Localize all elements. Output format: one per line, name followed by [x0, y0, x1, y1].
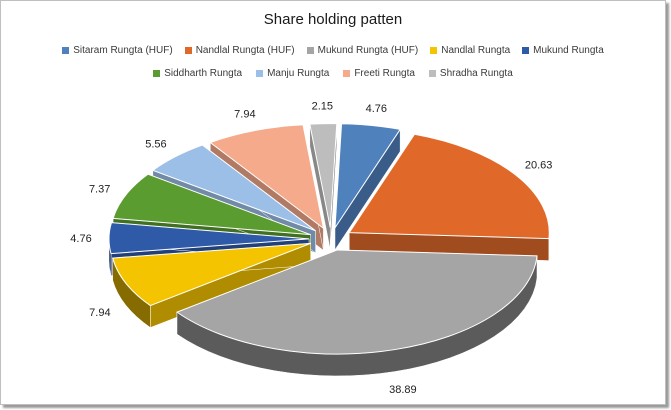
legend-label: Freeti Rungta: [354, 68, 415, 79]
legend-label: Sitaram Rungta (HUF): [73, 45, 173, 56]
legend-label: Shradha Rungta: [439, 68, 513, 79]
slice-top: [334, 123, 401, 230]
pie-slice: [334, 123, 401, 251]
legend-swatch: [430, 47, 438, 54]
data-label: 7.94: [89, 307, 110, 319]
slice-top: [112, 173, 311, 236]
data-label: 7.94: [234, 109, 255, 121]
slice-top: [175, 249, 538, 355]
slice-top: [108, 222, 310, 255]
legend-row-2: Siddharth Rungta Manju Rungta Freeti Run…: [1, 68, 665, 79]
legend-label: Nandlal Rungta: [441, 45, 511, 56]
legend-swatch: [343, 70, 351, 77]
slice-top: [309, 123, 338, 228]
legend-swatch: [428, 70, 436, 77]
chart-title: Share holding patten: [263, 11, 403, 28]
data-label: 38.89: [389, 384, 417, 396]
legend-label: Mukund Rungta (HUF): [317, 45, 419, 56]
legend-entry: Shradha Rungta: [428, 68, 513, 79]
data-label: 5.56: [145, 139, 166, 151]
data-label: 7.37: [89, 183, 110, 195]
legend-entry: Nandlal Rungta: [430, 45, 510, 56]
slice-top: [209, 124, 325, 230]
legend-label: Mukund Rungta: [533, 45, 604, 56]
legend-swatch: [522, 47, 530, 54]
pie-slice: [309, 123, 338, 250]
legend-swatch: [256, 70, 264, 77]
data-label: 20.63: [525, 160, 553, 172]
legend-label: Manju Rungta: [267, 68, 330, 79]
data-label: 4.76: [70, 233, 91, 245]
legend-swatch: [306, 47, 314, 54]
legend-entry: Nandlal Rungta (HUF): [184, 45, 295, 56]
pie-slice: [112, 242, 311, 329]
legend-entry: Mukund Rungta: [522, 45, 604, 56]
legend-swatch: [153, 70, 161, 77]
legend-entry: Siddharth Rungta: [153, 68, 242, 79]
legend-entry: Freeti Rungta: [343, 68, 415, 79]
legend-entry: Sitaram Rungta (HUF): [62, 45, 173, 56]
pie-slice: [175, 249, 538, 377]
legend-row-1: Sitaram Rungta (HUF) Nandlal Rungta (HUF…: [1, 45, 665, 56]
legend-label: Nandlal Rungta (HUF): [195, 45, 295, 56]
legend-swatch: [62, 47, 70, 54]
slice-top: [348, 133, 550, 240]
slice-top: [151, 144, 316, 232]
legend-entry: Mukund Rungta (HUF): [306, 45, 419, 56]
data-label: 4.76: [366, 103, 387, 115]
legend-swatch: [184, 47, 192, 54]
legend-entry: Manju Rungta: [256, 68, 329, 79]
data-label: 2.15: [312, 101, 333, 113]
legend-label: Siddharth Rungta: [164, 68, 243, 79]
slice-top: [112, 242, 311, 307]
pie-slice: [348, 133, 550, 261]
